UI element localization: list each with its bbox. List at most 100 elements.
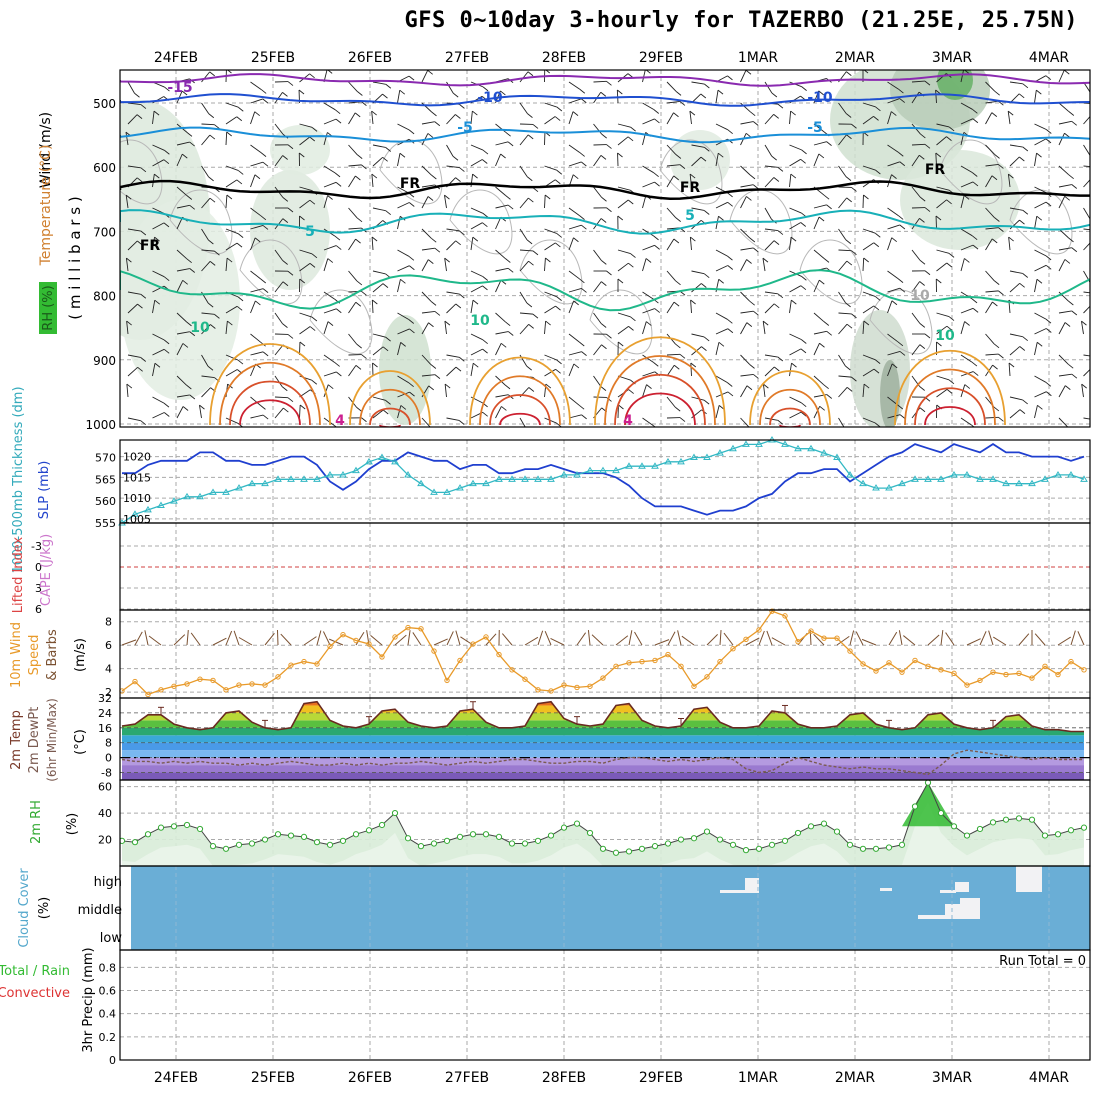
temp-band (122, 727, 1084, 736)
wind-speed-point (496, 651, 502, 658)
contour-label: -15 (167, 80, 192, 96)
wind-barb (201, 71, 211, 83)
wind-speed-point (314, 661, 320, 667)
wind-barb (1058, 165, 1069, 176)
wind-barb (397, 342, 402, 356)
wind-barb (838, 102, 847, 114)
wind-barb-flag (372, 299, 378, 305)
wind-barb (715, 342, 720, 356)
rh-point (1015, 815, 1023, 822)
wind-barb-flag (430, 301, 437, 306)
wind-barb-flag (186, 132, 193, 137)
wind-barb-flag (311, 253, 318, 259)
thickness-tick-label: 555 (95, 517, 116, 530)
wind-barb-flag (282, 197, 289, 202)
wind-barb (1058, 247, 1072, 251)
temp2m-label2: 2m DewPt (27, 707, 42, 774)
wind-barb-flag (254, 174, 261, 180)
rh-point (1080, 824, 1088, 831)
wind-barb (960, 228, 973, 237)
rh-area (122, 782, 1084, 866)
wind-barb (397, 265, 410, 272)
wind-barb (887, 363, 893, 377)
wind-barb-flag (385, 336, 391, 342)
wind-barb-flag (140, 167, 147, 173)
wind-speed-point (301, 658, 307, 665)
wind-barb (201, 354, 209, 367)
wind-barb-flag (527, 134, 534, 140)
wind-barb-flag (408, 129, 415, 135)
wind-barb (1058, 102, 1070, 112)
wind-barb (544, 305, 556, 314)
wind-barb (495, 204, 509, 209)
surface-wind-barb (238, 637, 253, 646)
wind-barb-flag (371, 173, 378, 179)
wind-barb (838, 165, 847, 177)
wind-barb-flag (126, 320, 132, 326)
wind-barb-flag (600, 323, 607, 328)
surface-wind-barb (771, 637, 786, 646)
wind-barb (250, 300, 256, 314)
wind-barb-flag (1036, 341, 1043, 347)
rh-contour (239, 239, 303, 305)
rh-point (235, 841, 243, 848)
wind-barb (250, 333, 261, 343)
wind-barb (274, 375, 283, 388)
wind-barb (862, 242, 875, 251)
rh-point (300, 833, 308, 840)
wind-barb (421, 184, 435, 188)
thickness-marker (469, 479, 477, 487)
wind-barb (250, 111, 256, 125)
wind-barb (1083, 368, 1090, 377)
contour-label: FR (140, 238, 161, 254)
thickness-ylabel: 1000-500mb Thickness (dm) (11, 386, 26, 573)
wind-barb-flag (459, 356, 465, 362)
wind-barb-flag (845, 113, 852, 118)
wind-barb-flag (545, 257, 551, 263)
wind-barb (225, 102, 239, 108)
wind-barb-flag (924, 333, 931, 339)
wind-barb (936, 123, 950, 128)
wind-barb-flag (679, 164, 686, 169)
wind-barb-flag (873, 305, 880, 311)
temp-contour-m15 (120, 73, 1090, 87)
wind-barb-flag (800, 285, 807, 291)
wind-barb-flag (444, 383, 451, 389)
wind-barb (813, 330, 827, 335)
wind-barb-flag (654, 181, 660, 187)
wind-barb (176, 90, 183, 104)
surface-wind-barb (706, 634, 718, 646)
wind-barb-flag (674, 406, 681, 412)
wind-barb (201, 312, 215, 315)
wind-speed-point (886, 660, 892, 666)
wind-barb (1009, 346, 1021, 356)
wind-barb-flag (897, 215, 904, 220)
wind-barb (642, 417, 654, 426)
wind-barb-flag (790, 110, 796, 116)
wind-barb-flag (236, 179, 243, 185)
thickness-marker (365, 457, 373, 465)
wind-barb-flag (262, 161, 269, 167)
wind-barb-flag (845, 365, 851, 371)
wind-barb-flag (260, 89, 267, 94)
wind-barb (887, 414, 901, 419)
wind-barb-flag (140, 230, 147, 236)
wind-barb (274, 312, 283, 324)
wind-barb-flag (554, 179, 561, 185)
wind-barb (372, 144, 386, 148)
clear-sky-block (745, 878, 759, 893)
wind-barb-flag (771, 155, 777, 161)
wind-barb-flag (823, 384, 829, 390)
wind-barb-flag (287, 334, 294, 339)
wind-barb-flag (572, 111, 579, 116)
wind-speed-point (1081, 667, 1087, 673)
wind-barb (1034, 216, 1038, 230)
wind-barb-flag (700, 156, 707, 162)
wind-tick-label: 8 (105, 616, 112, 629)
wind-barb (764, 240, 775, 251)
surface-wind-barb (849, 630, 855, 646)
wind-barb (126, 321, 129, 335)
wind-barb-flag (992, 301, 998, 307)
rh-point (625, 848, 633, 855)
wind-barb (299, 186, 313, 192)
